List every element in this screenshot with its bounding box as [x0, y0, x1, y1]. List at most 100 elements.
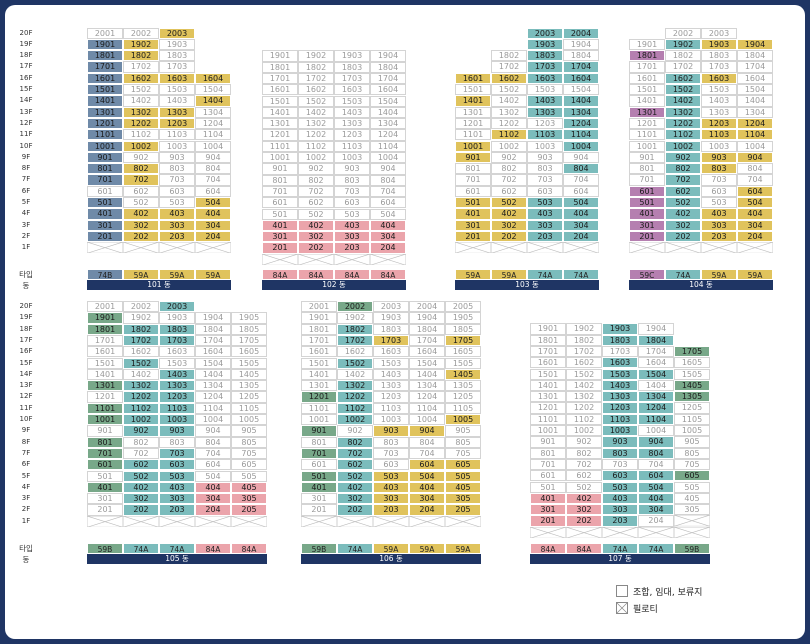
unit-cell[interactable]: 1301	[301, 380, 337, 392]
unit-cell[interactable]: 604	[195, 459, 231, 471]
unit-cell[interactable]: 904	[370, 163, 406, 175]
unit-cell[interactable]: 703	[602, 458, 638, 471]
unit-cell[interactable]: 1602	[337, 346, 373, 358]
unit-cell[interactable]: 1104	[409, 402, 445, 414]
unit-cell[interactable]: 903	[159, 151, 195, 164]
unit-cell[interactable]: 1304	[195, 380, 231, 392]
unit-cell[interactable]: 1503	[373, 357, 409, 369]
unit-cell[interactable]: 204	[195, 504, 231, 516]
unit-cell[interactable]: 1905	[231, 312, 267, 324]
unit-cell[interactable]: 202	[491, 230, 527, 243]
unit-cell[interactable]: 1603	[527, 72, 563, 84]
unit-cell[interactable]: 202	[337, 504, 373, 516]
unit-cell[interactable]: 1503	[602, 368, 638, 380]
unit-cell[interactable]: 1804	[409, 323, 445, 335]
unit-cell[interactable]: 503	[701, 197, 737, 209]
unit-cell[interactable]: 1002	[491, 140, 527, 152]
unit-cell[interactable]: 1503	[159, 84, 195, 96]
unit-cell[interactable]: 201	[87, 230, 123, 243]
unit-cell[interactable]: 504	[409, 470, 445, 482]
unit-cell[interactable]: 1401	[262, 106, 298, 119]
unit-cell[interactable]: 1503	[159, 357, 195, 369]
unit-cell[interactable]: 803	[527, 163, 563, 175]
unit-cell[interactable]: 404	[638, 492, 674, 505]
unit-cell[interactable]: 904	[638, 436, 674, 448]
unit-cell[interactable]: 1404	[370, 106, 406, 119]
unit-cell[interactable]: 1903	[527, 38, 563, 51]
unit-cell[interactable]: 302	[337, 493, 373, 505]
unit-cell[interactable]: 1405	[674, 379, 710, 392]
unit-cell[interactable]: 1003	[373, 414, 409, 426]
unit-cell[interactable]: 202	[298, 242, 334, 254]
unit-cell[interactable]: 1804	[737, 50, 773, 62]
unit-cell[interactable]: 1401	[530, 379, 566, 392]
unit-cell[interactable]: 304	[409, 493, 445, 505]
unit-cell[interactable]: 1603	[373, 346, 409, 358]
unit-cell[interactable]: 504	[195, 470, 231, 482]
unit-cell[interactable]: 903	[527, 151, 563, 164]
unit-cell[interactable]: 301	[455, 219, 491, 231]
unit-cell[interactable]: 1903	[159, 312, 195, 324]
unit-cell[interactable]: 1102	[665, 129, 701, 141]
unit-cell[interactable]: 1502	[566, 368, 602, 380]
unit-cell[interactable]: 904	[195, 425, 231, 437]
unit-cell[interactable]: 1302	[298, 118, 334, 130]
unit-cell[interactable]: 1704	[409, 334, 445, 347]
unit-cell[interactable]: 1801	[87, 323, 123, 335]
unit-cell[interactable]: 1903	[602, 323, 638, 335]
unit-cell[interactable]: 602	[123, 185, 159, 197]
unit-cell[interactable]: 1003	[602, 425, 638, 437]
unit-cell[interactable]: 204	[737, 230, 773, 243]
unit-cell[interactable]: 904	[737, 151, 773, 164]
unit-cell[interactable]: 1502	[665, 84, 701, 96]
unit-cell[interactable]: 404	[195, 481, 231, 494]
unit-cell[interactable]: 1102	[123, 129, 159, 141]
unit-cell[interactable]: 204	[563, 230, 599, 243]
unit-cell[interactable]: 603	[159, 185, 195, 197]
unit-cell[interactable]: 1603	[701, 72, 737, 84]
unit-cell[interactable]: 204	[409, 504, 445, 516]
unit-cell[interactable]: 804	[563, 163, 599, 175]
unit-cell[interactable]: 1504	[737, 84, 773, 96]
unit-cell[interactable]: 803	[602, 447, 638, 459]
unit-cell[interactable]: 502	[337, 470, 373, 482]
unit-cell[interactable]: 1303	[334, 118, 370, 130]
unit-cell[interactable]: 1602	[491, 72, 527, 84]
unit-cell[interactable]: 1005	[445, 414, 481, 426]
unit-cell[interactable]: 803	[159, 163, 195, 175]
unit-cell[interactable]: 304	[370, 231, 406, 243]
unit-cell[interactable]: 1704	[563, 61, 599, 73]
unit-cell[interactable]: 1102	[123, 402, 159, 414]
unit-cell[interactable]: 1304	[370, 118, 406, 130]
unit-cell[interactable]: 601	[301, 459, 337, 471]
unit-cell[interactable]: 605	[231, 459, 267, 471]
unit-cell[interactable]: 1002	[298, 152, 334, 164]
unit-cell[interactable]: 1104	[195, 129, 231, 141]
unit-cell[interactable]: 1301	[455, 106, 491, 118]
unit-cell[interactable]: 605	[674, 470, 710, 482]
unit-cell[interactable]: 603	[373, 459, 409, 471]
unit-cell[interactable]: 703	[159, 447, 195, 460]
unit-cell[interactable]: 1004	[563, 140, 599, 152]
unit-cell[interactable]: 202	[566, 515, 602, 527]
unit-cell[interactable]: 1902	[566, 323, 602, 335]
unit-cell[interactable]: 1801	[629, 50, 665, 62]
unit-cell[interactable]: 903	[701, 151, 737, 164]
unit-cell[interactable]: 1805	[445, 323, 481, 335]
unit-cell[interactable]: 302	[491, 219, 527, 231]
unit-cell[interactable]: 1402	[123, 368, 159, 381]
unit-cell[interactable]: 203	[701, 230, 737, 243]
unit-cell[interactable]: 603	[701, 185, 737, 197]
unit-cell[interactable]: 602	[566, 470, 602, 482]
unit-cell[interactable]: 1504	[409, 357, 445, 369]
unit-cell[interactable]: 504	[737, 197, 773, 209]
unit-cell[interactable]: 802	[566, 447, 602, 459]
unit-cell[interactable]: 1103	[159, 129, 195, 141]
unit-cell[interactable]: 1402	[123, 95, 159, 107]
unit-cell[interactable]: 303	[602, 504, 638, 516]
unit-cell[interactable]: 2001	[87, 27, 123, 39]
unit-cell[interactable]: 904	[409, 425, 445, 437]
unit-cell[interactable]: 1404	[563, 95, 599, 107]
unit-cell[interactable]: 205	[231, 504, 267, 516]
unit-cell[interactable]: 902	[123, 425, 159, 437]
